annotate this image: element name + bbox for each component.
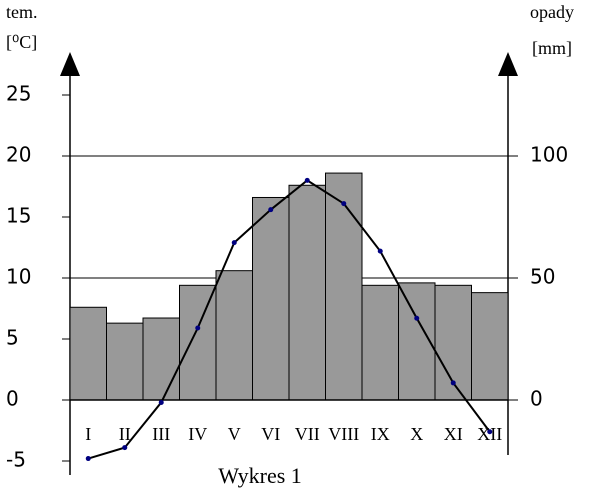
chart-title: Wykres 1 [218,463,302,488]
x-tick-label: VII [295,424,320,444]
bar [252,196,290,401]
y2-tick-label: 0 [530,387,543,411]
bar [69,306,107,401]
y-label: tem. [6,2,38,22]
temperature-point [487,429,493,435]
temperature-line [87,179,491,460]
temperature-point [450,380,456,386]
bar [361,284,399,401]
y2-arrow [498,52,518,76]
bar [106,322,144,401]
x-tick-label: X [410,424,423,444]
temperature-point [195,325,201,331]
temperature-point [341,201,347,207]
y-arrow [60,52,80,76]
x-tick-label: IX [371,424,390,444]
bar [215,270,253,401]
y2-tick-label: 100 [530,143,568,167]
bar [471,292,509,401]
x-tick-label: IV [188,424,207,444]
x-tick-label: VI [261,424,280,444]
temperature-point [158,399,164,405]
y-tick-label: 0 [6,387,19,411]
temperature-point [85,456,91,462]
x-tick-label: II [119,424,131,444]
y-tick-label: 15 [6,204,31,228]
y-tick-label: 10 [6,265,31,289]
y-tick-label: 25 [6,82,31,106]
x-tick-label: III [152,424,170,444]
temperature-point [414,315,420,321]
bar [325,172,363,401]
y-tick-label: -5 [6,448,26,472]
x-tick-label: I [85,424,91,444]
y-tick-label: 20 [6,143,31,167]
temperature-point [122,445,128,451]
x-tick-label: XII [477,424,502,444]
x-tick-label: V [228,424,241,444]
temperature-point [304,177,310,183]
temperature-point [231,240,237,246]
y-tick-label: 5 [6,326,19,350]
y2-label: opady [530,2,574,22]
y2-tick-label: 50 [530,265,555,289]
temperature-point [377,248,383,254]
bar [142,317,180,401]
bar [288,184,326,401]
y-unit: [⁰C] [6,32,37,52]
x-tick-label: VIII [328,424,359,444]
bar [179,284,217,401]
x-tick-label: XI [444,424,463,444]
temperature-point [268,207,274,213]
y2-unit: [mm] [532,38,572,58]
